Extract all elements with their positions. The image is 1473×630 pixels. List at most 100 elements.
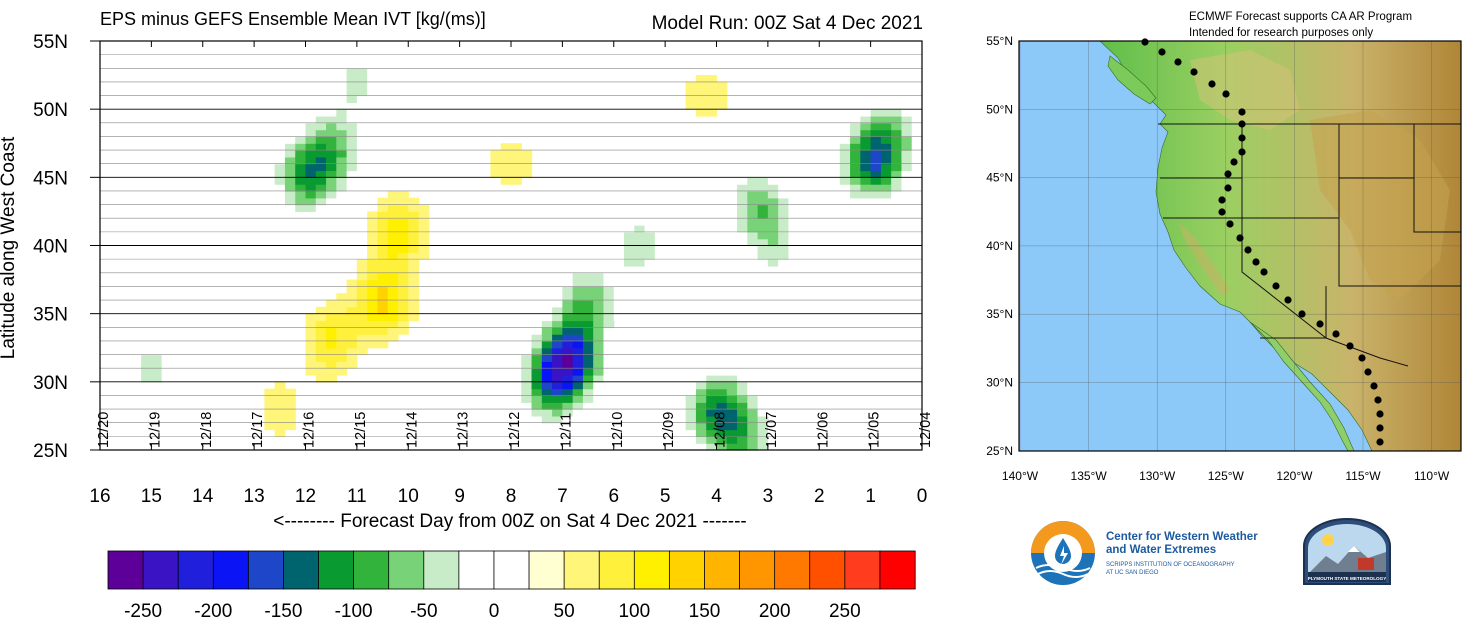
colorbar-swatch (809, 550, 846, 590)
heatmap-cell (757, 238, 769, 247)
x-tick-label: 7 (557, 486, 568, 507)
heatmap-cell (315, 184, 327, 192)
heatmap-cell (367, 313, 379, 322)
date-label: 12/10 (610, 412, 626, 448)
heatmap-cell (490, 170, 502, 178)
heatmap-cell (860, 136, 872, 144)
heatmap-cell (593, 327, 605, 335)
heatmap-cell (397, 238, 409, 247)
heatmap-cell (891, 129, 903, 138)
heatmap-cell (778, 259, 790, 267)
heatmap-cell (315, 306, 327, 315)
heatmap-cell (706, 422, 718, 431)
heatmap-cell (500, 170, 512, 178)
heatmap-cell (356, 286, 368, 294)
heatmap-cell (603, 245, 615, 253)
heatmap-cell (839, 170, 851, 178)
heatmap-cell (541, 340, 553, 349)
heatmap-cell (911, 163, 923, 172)
heatmap-cell (377, 231, 389, 240)
heatmap-cell (603, 347, 615, 356)
heatmap-cell (737, 415, 748, 424)
landfall-dot (1174, 58, 1182, 66)
heatmap-cell (295, 122, 307, 131)
heatmap-cell (911, 122, 923, 131)
heatmap-cell (346, 54, 358, 63)
heatmap-cell (346, 122, 358, 131)
heatmap-cell (511, 361, 522, 369)
heatmap-cell (593, 306, 605, 315)
colorbar-label: -250 (124, 601, 162, 622)
y-tick-label: 35N (33, 305, 68, 326)
colorbar-label: 0 (489, 601, 500, 622)
map-panel: ECMWF Forecast supports CA AR Program In… (986, 11, 1462, 483)
landfall-dot (1374, 396, 1382, 404)
map-lon-label: 125°W (1208, 469, 1245, 483)
heatmap-cell (747, 245, 759, 253)
heatmap-cell (603, 313, 615, 322)
heatmap-cell (284, 136, 296, 144)
heatmap-cell (716, 102, 728, 110)
heatmap-cell (613, 279, 625, 287)
heatmap-cell (860, 177, 872, 185)
x-tick-label: 3 (763, 486, 774, 507)
heatmap-cell (377, 265, 389, 274)
heatmap-cell (264, 395, 276, 403)
heatmap-cell (747, 231, 759, 240)
heatmap-cell (706, 443, 718, 451)
heatmap-cell (346, 109, 358, 117)
heatmap-cell (326, 334, 337, 342)
heatmap-cell (870, 115, 882, 124)
heatmap-cell (346, 184, 358, 192)
heatmap-cell (870, 122, 882, 131)
heatmap-cell (356, 115, 368, 124)
heatmap-cell (377, 81, 389, 90)
heatmap-cell (521, 340, 533, 349)
heatmap-cell (305, 129, 317, 138)
heatmap-cell (767, 238, 779, 247)
heatmap-cell (326, 300, 337, 308)
heatmap-cell (654, 218, 666, 226)
heatmap-cell (562, 286, 574, 294)
heatmap-cell (726, 422, 738, 431)
heatmap-cell (315, 347, 327, 356)
heatmap-cell (747, 429, 759, 437)
heatmap-cell (326, 375, 337, 383)
heatmap-cell (860, 156, 872, 165)
heatmap-cell (356, 68, 368, 76)
heatmap-cell (315, 327, 327, 335)
heatmap-cell (603, 259, 615, 267)
heatmap-cell (624, 272, 635, 281)
heatmap-cell (171, 368, 183, 376)
heatmap-cell (624, 279, 635, 287)
heatmap-cell (788, 265, 800, 274)
heatmap-cell (315, 163, 327, 172)
heatmap-cell (305, 340, 317, 349)
heatmap-cell (798, 231, 810, 240)
heatmap-cell (521, 375, 533, 383)
heatmap-cell (346, 320, 358, 328)
date-label: 12/18 (199, 412, 215, 448)
heatmap-cell (377, 75, 389, 83)
heatmap-cell (737, 443, 748, 451)
heatmap-cell (634, 272, 646, 281)
heatmap-cell (624, 259, 635, 267)
heatmap-cell (346, 334, 358, 342)
heatmap-cell (737, 395, 748, 403)
heatmap-cell (408, 225, 420, 233)
heatmap-cell (572, 361, 584, 369)
date-label: 12/20 (96, 412, 112, 448)
heatmap-cell (562, 327, 574, 335)
heatmap-cell (490, 150, 502, 158)
heatmap-cell (767, 218, 779, 226)
colorbar-swatch (774, 550, 811, 590)
heatmap-cell (901, 136, 913, 144)
heatmap-cell (141, 347, 152, 356)
landfall-dot (1224, 184, 1232, 192)
heatmap-cell (788, 211, 800, 219)
heatmap-cell (346, 286, 358, 294)
heatmap-cell (397, 313, 409, 322)
heatmap-cell (377, 300, 389, 308)
heatmap-cell (521, 170, 533, 178)
heatmap-cell (870, 150, 882, 158)
